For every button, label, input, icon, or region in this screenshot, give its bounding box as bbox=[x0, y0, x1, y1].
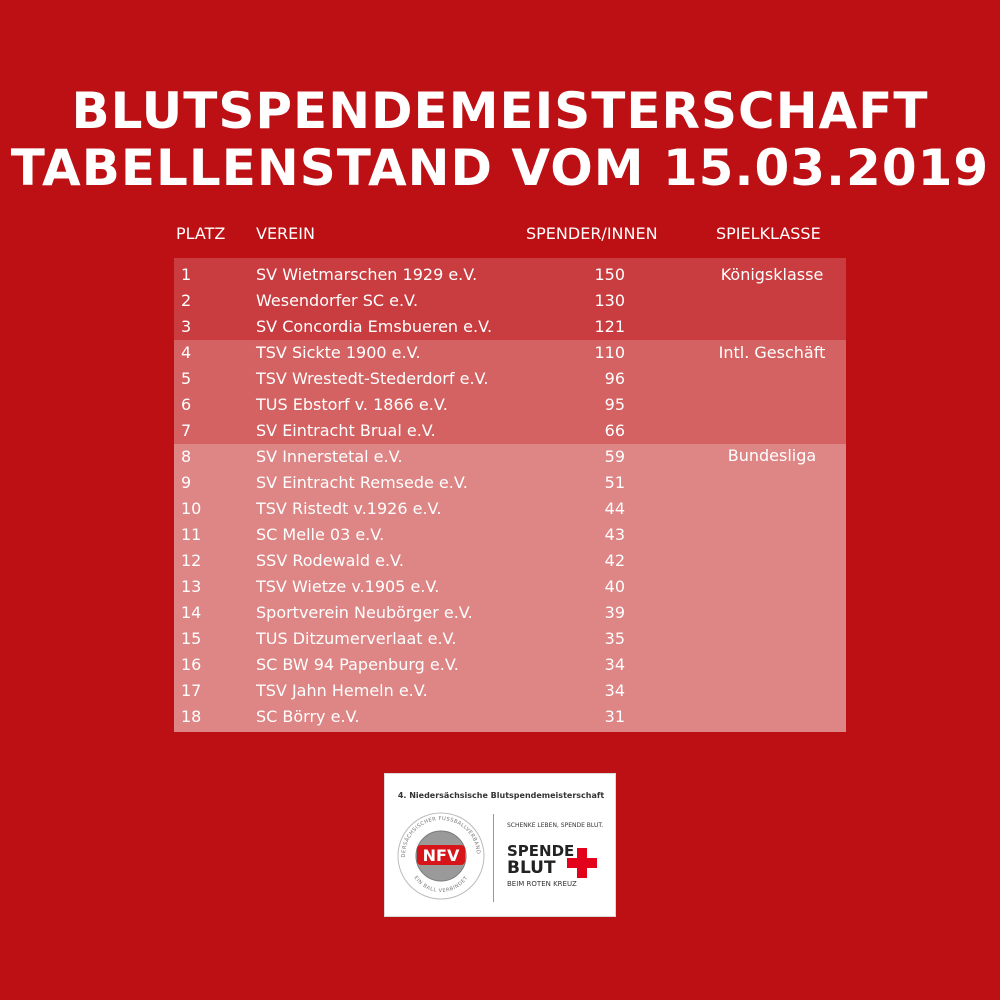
row-verein: SC BW 94 Papenburg e.V. bbox=[256, 655, 459, 674]
spende-blut-word-spende: SPENDE bbox=[507, 842, 575, 860]
table-row: 14 Sportverein Neubörger e.V. 39 bbox=[174, 600, 846, 626]
band-bundesliga bbox=[174, 444, 846, 732]
header-spielklasse: SPIELKLASSE bbox=[716, 224, 821, 243]
table-row: 2 Wesendorfer SC e.V. 130 bbox=[174, 288, 846, 314]
row-platz: 6 bbox=[181, 395, 192, 414]
red-cross-icon bbox=[567, 848, 597, 878]
row-verein: SV Wietmarschen 1929 e.V. bbox=[256, 265, 478, 284]
row-platz: 13 bbox=[181, 577, 202, 596]
row-verein: TUS Ebstorf v. 1866 e.V. bbox=[256, 395, 448, 414]
header-platz: PLATZ bbox=[176, 224, 226, 243]
row-spender: 51 bbox=[604, 473, 625, 492]
row-verein: TSV Jahn Hemeln e.V. bbox=[256, 681, 428, 700]
row-verein: Sportverein Neubörger e.V. bbox=[256, 603, 473, 622]
row-spender: 110 bbox=[594, 343, 625, 362]
table-row: 9 SV Eintracht Remsede e.V. 51 bbox=[174, 470, 846, 496]
row-platz: 18 bbox=[181, 707, 202, 726]
table-row: 5 TSV Wrestedt-Stederdorf e.V. 96 bbox=[174, 366, 846, 392]
row-platz: 1 bbox=[181, 265, 192, 284]
spende-blut-word-blut: BLUT bbox=[507, 858, 556, 878]
table-row: 15 TUS Ditzumerverlaat e.V. 35 bbox=[174, 626, 846, 652]
row-spender: 150 bbox=[594, 265, 625, 284]
row-spender: 40 bbox=[604, 577, 625, 596]
row-spender: 130 bbox=[594, 291, 625, 310]
row-verein: SV Concordia Emsbueren e.V. bbox=[256, 317, 493, 336]
row-verein: Wesendorfer SC e.V. bbox=[256, 291, 419, 310]
row-platz: 3 bbox=[181, 317, 192, 336]
table-row: 8 SV Innerstetal e.V. 59 bbox=[174, 444, 846, 470]
row-platz: 16 bbox=[181, 655, 202, 674]
row-spender: 43 bbox=[604, 525, 625, 544]
row-platz: 8 bbox=[181, 447, 192, 466]
table-row: 17 TSV Jahn Hemeln e.V. 34 bbox=[174, 678, 846, 704]
row-verein: SV Eintracht Brual e.V. bbox=[256, 421, 436, 440]
row-verein: SV Eintracht Remsede e.V. bbox=[256, 473, 468, 492]
row-verein: SSV Rodewald e.V. bbox=[256, 551, 405, 570]
row-verein: SV Innerstetal e.V. bbox=[256, 447, 403, 466]
row-verein: SC Melle 03 e.V. bbox=[256, 525, 385, 544]
row-spender: 35 bbox=[604, 629, 625, 648]
row-spender: 34 bbox=[604, 655, 625, 674]
row-verein: TSV Wrestedt-Stederdorf e.V. bbox=[256, 369, 489, 388]
logo-divider bbox=[493, 814, 494, 902]
row-verein: TSV Wietze v.1905 e.V. bbox=[256, 577, 440, 596]
header-verein: VEREIN bbox=[256, 224, 315, 243]
row-platz: 17 bbox=[181, 681, 202, 700]
band-koenigsklasse bbox=[174, 258, 846, 340]
row-spender: 59 bbox=[604, 447, 625, 466]
row-spender: 96 bbox=[604, 369, 625, 388]
band-intl-geschaeft bbox=[174, 340, 846, 444]
table-row: 10 TSV Ristedt v.1926 e.V. 44 bbox=[174, 496, 846, 522]
row-verein: TSV Ristedt v.1926 e.V. bbox=[256, 499, 442, 518]
klasse-label: Intl. Geschäft bbox=[718, 343, 826, 362]
table-row: 16 SC BW 94 Papenburg e.V. 34 bbox=[174, 652, 846, 678]
table-row: 6 TUS Ebstorf v. 1866 e.V. 95 bbox=[174, 392, 846, 418]
klasse-label: Königsklasse bbox=[720, 265, 824, 284]
header-spender: SPENDER/INNEN bbox=[526, 224, 658, 243]
row-platz: 4 bbox=[181, 343, 192, 362]
row-spender: 34 bbox=[604, 681, 625, 700]
row-verein: SC Börry e.V. bbox=[256, 707, 360, 726]
klasse-label: Bundesliga bbox=[727, 446, 817, 465]
table-row: 12 SSV Rodewald e.V. 42 bbox=[174, 548, 846, 574]
row-spender: 39 bbox=[604, 603, 625, 622]
row-spender: 66 bbox=[604, 421, 625, 440]
row-platz: 12 bbox=[181, 551, 202, 570]
row-platz: 15 bbox=[181, 629, 202, 648]
table-row: 7 SV Eintracht Brual e.V. 66 bbox=[174, 418, 846, 444]
row-platz: 9 bbox=[181, 473, 192, 492]
spende-blut-subline: BEIM ROTEN KREUZ bbox=[507, 880, 577, 888]
table-row: 18 SC Börry e.V. 31 bbox=[174, 704, 846, 730]
row-spender: 31 bbox=[604, 707, 625, 726]
table-row: 3 SV Concordia Emsbueren e.V. 121 bbox=[174, 314, 846, 340]
title-line-2: TABELLENSTAND VOM 15.03.2019 bbox=[10, 139, 990, 197]
row-platz: 5 bbox=[181, 369, 192, 388]
spende-blut-slogan: SCHENKE LEBEN, SPENDE BLUT. bbox=[507, 822, 604, 829]
table-row: 4 TSV Sickte 1900 e.V. 110 bbox=[174, 340, 846, 366]
nfv-text: NFV bbox=[423, 846, 460, 865]
row-platz: 10 bbox=[181, 499, 202, 518]
row-spender: 95 bbox=[604, 395, 625, 414]
row-platz: 11 bbox=[181, 525, 202, 544]
sponsor-logo-box: 4. Niedersächsische Blutspendemeistersch… bbox=[384, 773, 616, 917]
row-spender: 44 bbox=[604, 499, 625, 518]
row-platz: 2 bbox=[181, 291, 192, 310]
logo-caption: 4. Niedersächsische Blutspendemeistersch… bbox=[397, 791, 605, 800]
row-verein: TUS Ditzumerverlaat e.V. bbox=[256, 629, 457, 648]
row-platz: 14 bbox=[181, 603, 202, 622]
row-verein: TSV Sickte 1900 e.V. bbox=[256, 343, 421, 362]
row-platz: 7 bbox=[181, 421, 192, 440]
nfv-logo-icon: NIEDERSÄCHSISCHER FUSSBALLVERBAND E.V. E… bbox=[395, 810, 485, 900]
row-spender: 42 bbox=[604, 551, 625, 570]
title-line-1: BLUTSPENDEMEISTERSCHAFT bbox=[71, 82, 929, 140]
row-spender: 121 bbox=[594, 317, 625, 336]
table-row: 1 SV Wietmarschen 1929 e.V. 150 bbox=[174, 262, 846, 288]
table-row: 11 SC Melle 03 e.V. 43 bbox=[174, 522, 846, 548]
table-row: 13 TSV Wietze v.1905 e.V. 40 bbox=[174, 574, 846, 600]
